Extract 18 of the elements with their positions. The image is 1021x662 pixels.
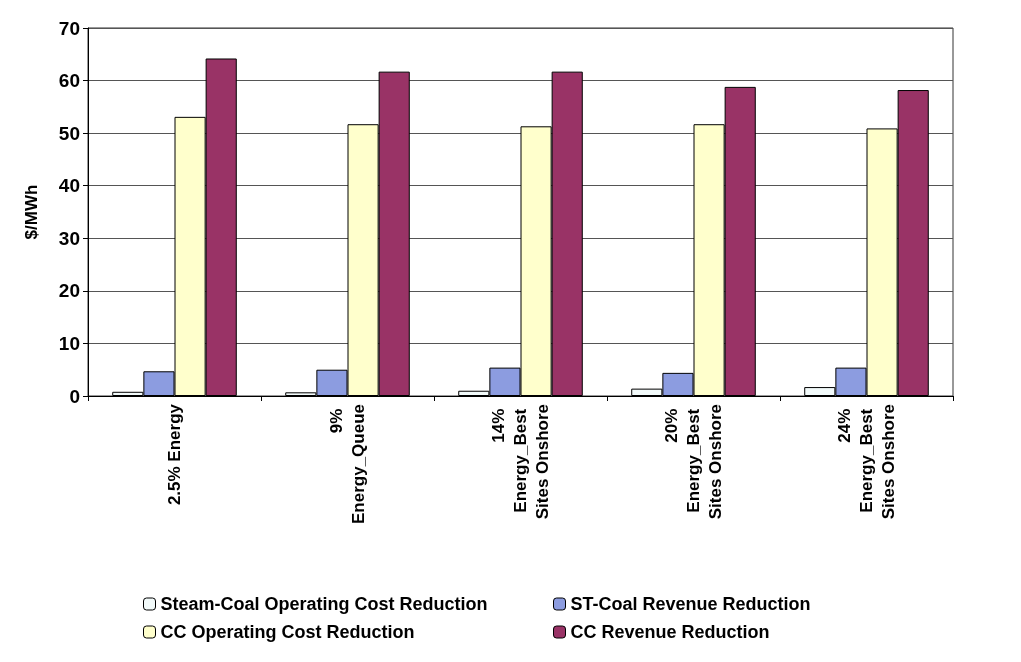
x-tick-label: 14% Energy_Best Sites Onshore [489,404,552,520]
y-tick-label: 40 [58,175,80,197]
y-tick-label: 10 [58,332,80,354]
y-tick-label: 50 [58,122,80,144]
x-tick-label: 20% Energy_Best Sites Onshore [662,404,725,520]
y-tick-label: 0 [69,385,80,407]
y-axis-title: $/MWh [22,184,41,240]
y-tick-label: 60 [58,70,80,92]
y-tick-label: 70 [58,17,80,39]
y-tick-label: 30 [58,227,80,249]
x-tick-label: 2.5% Energy [165,403,184,506]
legend-label: Steam-Coal Operating Cost Reduction [160,594,488,614]
legend-label: CC Operating Cost Reduction [160,622,415,642]
y-tick-label: 20 [58,280,80,302]
legend-label: CC Revenue Reduction [570,622,770,642]
x-tick-label: 9% Energy_Queue [327,404,368,524]
legend-label: ST-Coal Revenue Reduction [570,594,811,614]
x-tick-label: 24% Energy_Best Sites Onshore [835,404,898,520]
